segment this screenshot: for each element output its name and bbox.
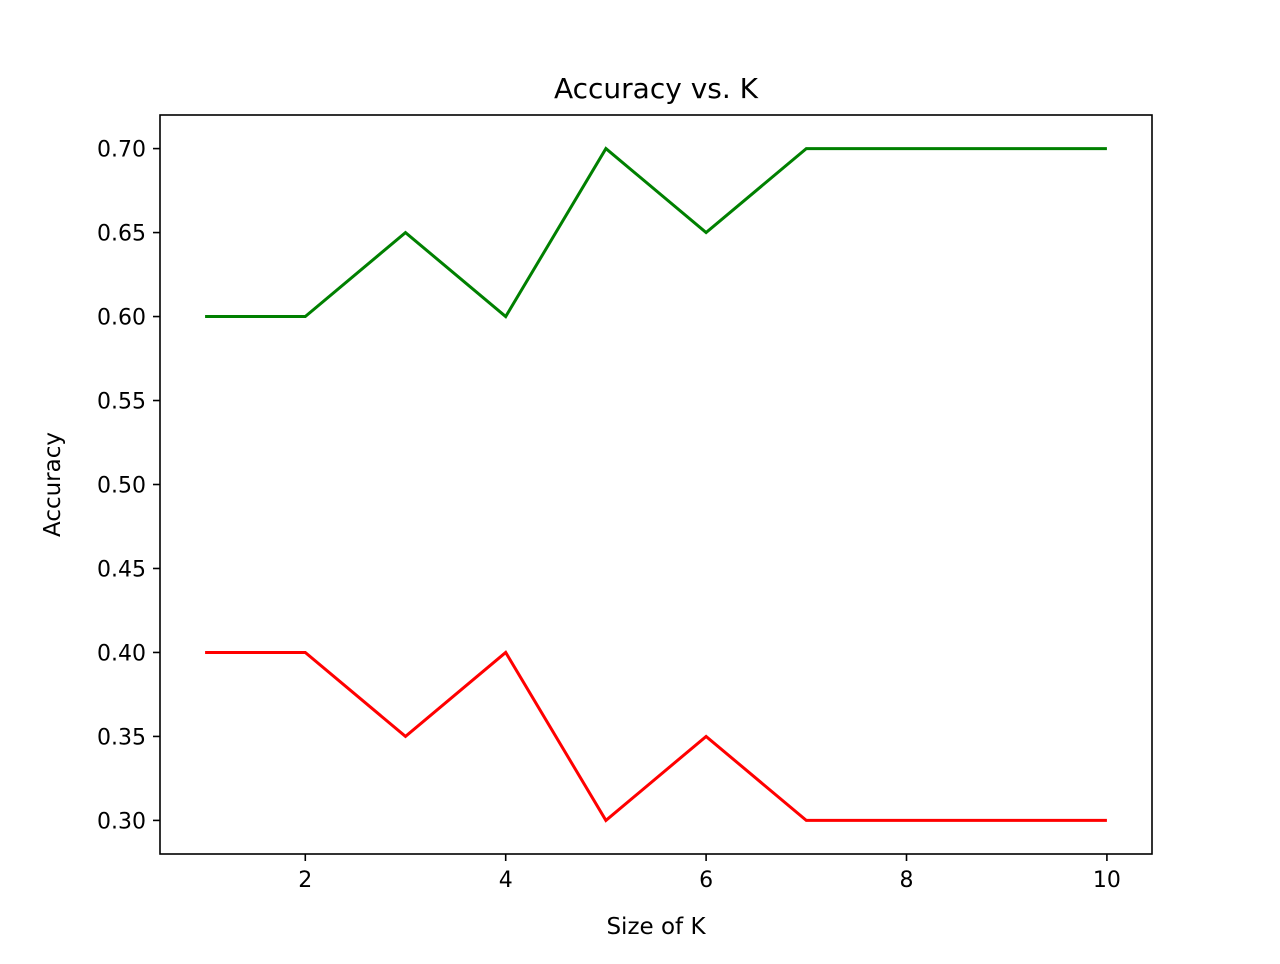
x-axis-label: Size of K	[606, 914, 706, 940]
y-tick-label: 0.60	[97, 306, 146, 331]
y-tick-label: 0.40	[97, 641, 146, 666]
y-axis-ticks: 0.30 0.35 0.40 0.45 0.50 0.55 0.60 0.65 0.70	[97, 138, 160, 834]
x-tick-label: 2	[298, 868, 312, 893]
x-axis-ticks: 2 4 6 8 10	[298, 854, 1121, 893]
y-tick-label: 0.30	[97, 809, 146, 834]
y-tick-label: 0.45	[97, 557, 146, 582]
chart-title: Accuracy vs. K	[554, 72, 759, 105]
y-tick-label: 0.55	[97, 390, 146, 415]
series-layer	[205, 146, 1107, 823]
y-axis-label: Accuracy	[40, 432, 66, 537]
y-tick-label: 0.50	[97, 474, 146, 499]
x-tick-label: 6	[699, 868, 713, 893]
x-tick-label: 10	[1093, 868, 1121, 893]
x-tick-label: 4	[499, 868, 513, 893]
y-tick-label: 0.65	[97, 222, 146, 247]
series-line-2	[205, 650, 1107, 823]
plot-frame	[159, 114, 1153, 855]
series-line-1	[205, 146, 1107, 319]
y-tick-label: 0.70	[97, 138, 146, 163]
x-tick-label: 8	[900, 868, 914, 893]
y-tick-label: 0.35	[97, 725, 146, 750]
